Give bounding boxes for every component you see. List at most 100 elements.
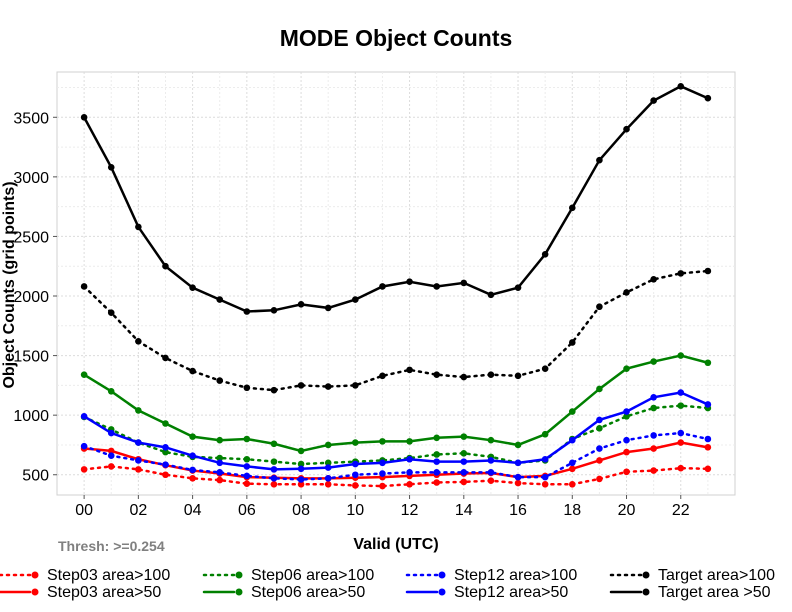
data-point xyxy=(704,359,712,367)
data-point xyxy=(704,435,712,443)
data-point xyxy=(677,439,685,446)
data-point xyxy=(297,382,305,389)
data-point xyxy=(460,279,468,287)
data-point xyxy=(324,441,332,449)
data-point xyxy=(541,455,549,463)
data-point xyxy=(297,301,305,308)
y-tick-label: 3000 xyxy=(13,170,49,187)
data-point xyxy=(135,439,142,446)
data-point xyxy=(297,465,305,473)
data-point xyxy=(677,389,685,396)
data-point xyxy=(270,475,278,482)
data-point xyxy=(650,445,657,452)
data-point xyxy=(216,459,224,467)
data-point xyxy=(460,433,468,440)
data-point xyxy=(677,429,685,437)
data-point xyxy=(568,204,576,212)
data-point xyxy=(596,156,603,164)
data-point xyxy=(352,460,359,468)
data-point xyxy=(379,438,386,445)
data-point xyxy=(460,458,468,465)
data-point xyxy=(270,440,278,448)
data-point xyxy=(80,371,88,378)
data-point xyxy=(243,384,251,392)
data-point xyxy=(433,283,440,290)
data-point xyxy=(162,420,169,427)
data-point xyxy=(297,460,305,468)
grid xyxy=(57,72,735,495)
series-line xyxy=(82,465,710,488)
legend-item: Target area>100 xyxy=(609,567,775,584)
data-point xyxy=(162,444,169,451)
data-point xyxy=(135,337,142,345)
data-point xyxy=(406,278,413,286)
legend-label: Step03 area>50 xyxy=(47,584,161,601)
x-tick-label: 18 xyxy=(563,502,581,519)
data-point xyxy=(568,436,576,444)
data-point xyxy=(596,457,603,464)
x-tick-label: 22 xyxy=(672,502,690,519)
data-point xyxy=(460,469,468,476)
data-point xyxy=(650,404,657,412)
data-point xyxy=(623,289,630,296)
series-line xyxy=(82,431,710,481)
data-point xyxy=(541,251,549,258)
data-point xyxy=(216,377,224,384)
data-point xyxy=(189,452,196,459)
data-point xyxy=(433,469,440,476)
data-point xyxy=(487,371,495,378)
data-point xyxy=(216,454,224,462)
data-point xyxy=(541,480,549,488)
data-point xyxy=(135,457,142,464)
x-tick-label: 08 xyxy=(292,502,310,519)
x-tick-label: 04 xyxy=(184,502,202,519)
data-point xyxy=(243,480,251,487)
x-tick-label: 02 xyxy=(129,502,147,519)
legend-label: Step12 area>50 xyxy=(454,584,568,601)
data-point xyxy=(623,365,630,372)
data-point xyxy=(352,482,359,489)
legend-swatch-marker xyxy=(31,571,39,579)
data-point xyxy=(460,373,468,381)
data-point xyxy=(677,402,685,409)
data-point xyxy=(352,471,359,479)
data-point xyxy=(487,436,495,444)
data-point xyxy=(541,365,549,372)
data-point xyxy=(541,473,549,481)
legend-swatch-marker xyxy=(31,588,39,596)
data-point xyxy=(107,429,115,437)
legend-item: Step03 area>100 xyxy=(0,567,170,584)
data-point xyxy=(243,308,251,315)
data-point xyxy=(107,164,115,171)
data-point xyxy=(460,478,468,486)
data-point xyxy=(107,309,115,316)
data-point xyxy=(704,444,712,451)
legend-item: Step06 area>100 xyxy=(202,567,374,584)
data-point xyxy=(324,464,332,471)
data-point xyxy=(514,473,522,481)
legend-item: Step06 area>50 xyxy=(202,584,365,601)
data-point xyxy=(650,276,657,283)
data-point xyxy=(568,459,576,467)
data-point xyxy=(270,386,278,394)
series-line xyxy=(82,269,710,392)
data-point xyxy=(677,270,685,277)
data-point xyxy=(162,448,169,456)
data-point xyxy=(406,455,413,463)
x-tick-label: 00 xyxy=(75,502,93,519)
data-point xyxy=(379,372,386,380)
data-point xyxy=(433,434,440,442)
data-point xyxy=(162,354,169,362)
threshold-annotation: Thresh: >=0.254 xyxy=(58,538,165,554)
data-point xyxy=(216,476,224,484)
data-point xyxy=(189,433,196,440)
series-line xyxy=(82,404,710,466)
y-axis-label: Object Counts (grid points) xyxy=(1,181,18,388)
data-point xyxy=(623,408,630,415)
data-point xyxy=(216,469,224,476)
data-point xyxy=(324,480,332,488)
data-point xyxy=(596,445,603,452)
data-point xyxy=(80,442,88,450)
data-point xyxy=(677,352,685,359)
data-point xyxy=(189,466,196,474)
